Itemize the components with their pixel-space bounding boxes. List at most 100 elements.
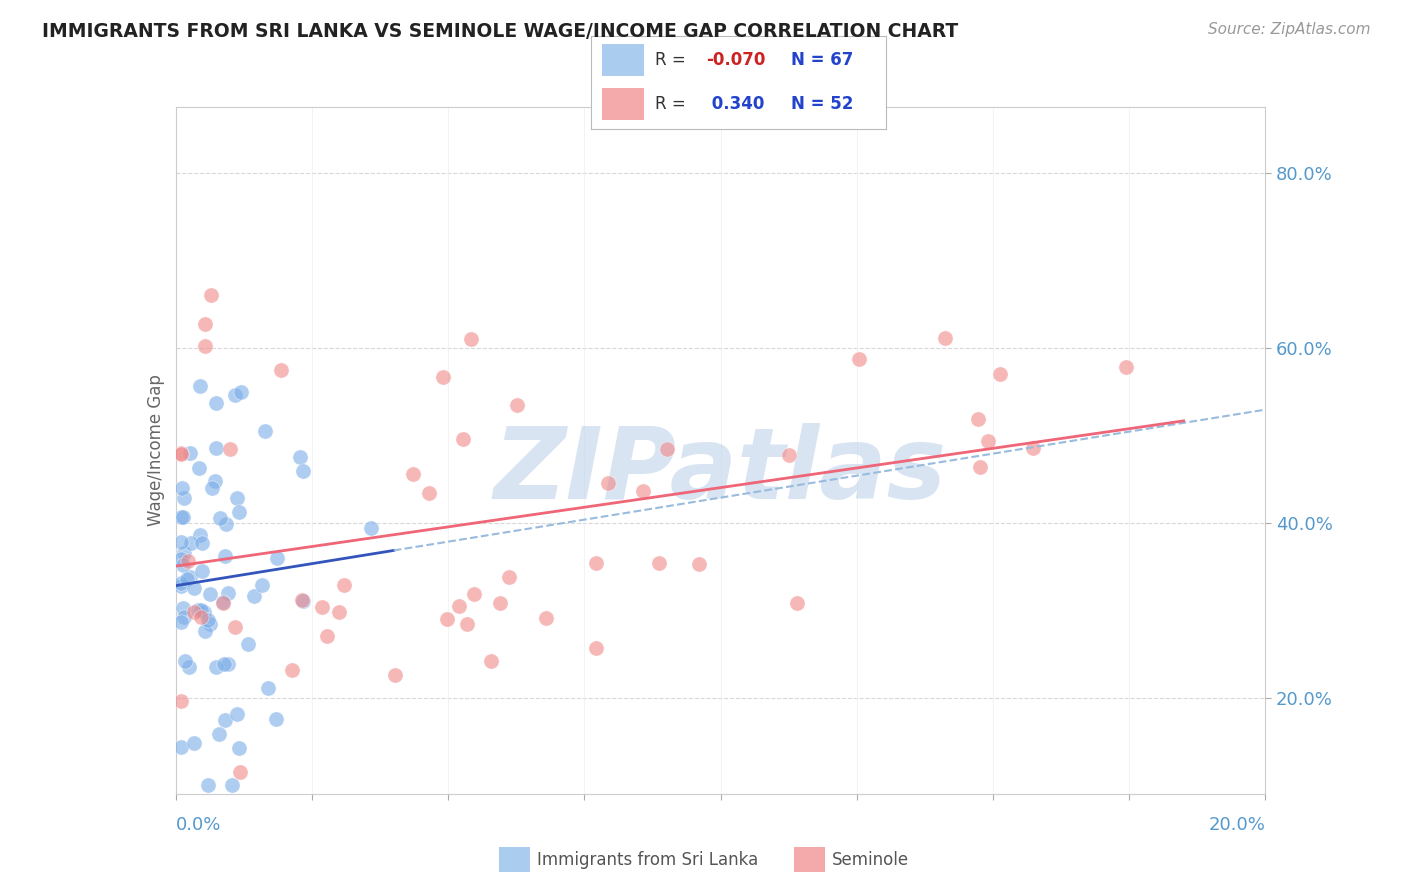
Point [208,727,231,741]
Point [447,599,470,614]
Point [648,556,671,570]
Point [250,578,273,592]
Point [188,378,211,392]
Point [333,578,356,592]
Text: 0.340: 0.340 [706,95,763,113]
Point [384,668,406,682]
Point [585,640,607,655]
Point [479,654,502,668]
Point [967,412,990,426]
Point [212,657,235,671]
Text: -0.070: -0.070 [706,51,765,69]
Point [451,432,474,446]
Point [778,449,800,463]
Point [176,573,198,587]
Point [292,464,315,478]
Point [212,594,235,608]
Point [177,554,200,568]
Point [432,370,454,384]
Point [1115,360,1137,375]
Point [228,741,250,756]
Point [224,619,246,633]
Text: N = 67: N = 67 [792,51,853,69]
Point [988,367,1011,381]
Point [172,601,194,615]
Point [291,593,314,607]
Text: N = 52: N = 52 [792,95,853,113]
Point [209,510,232,524]
Text: 20.0%: 20.0% [1209,816,1265,834]
FancyBboxPatch shape [602,44,644,76]
Text: R =: R = [655,95,686,113]
Point [596,475,619,490]
Point [328,606,350,620]
Point [170,576,193,591]
Point [934,331,956,345]
Point [190,536,212,550]
Point [170,579,193,593]
Point [179,569,201,583]
Point [270,363,292,377]
Point [288,450,311,464]
Point [193,605,215,619]
Point [456,617,478,632]
Point [183,736,205,750]
Point [200,587,222,601]
Point [217,585,239,599]
Point [266,551,288,566]
Point [534,611,557,625]
Point [173,546,195,560]
Point [214,517,236,532]
Point [174,654,197,668]
Point [179,660,201,674]
Point [190,602,212,616]
Text: Source: ZipAtlas.com: Source: ZipAtlas.com [1208,22,1371,37]
Point [311,600,333,615]
Point [436,612,458,626]
Point [253,424,276,438]
Point [228,505,250,519]
Point [848,351,870,366]
Point [170,535,193,549]
Point [655,442,678,457]
Point [183,605,205,619]
Point [200,287,222,301]
Text: ZIPatlas: ZIPatlas [494,423,948,519]
Point [170,481,193,495]
Point [194,317,217,331]
Point [243,589,266,603]
Point [281,663,304,677]
Point [217,657,239,671]
Point [183,581,205,595]
Point [506,398,529,412]
Point [172,558,194,573]
Point [173,491,195,505]
Point [188,461,211,475]
Point [1022,442,1045,456]
Point [219,442,242,456]
Point [201,481,224,495]
Point [170,447,193,461]
Point [205,660,228,674]
Point [205,441,228,455]
Point [316,629,339,643]
Point [221,778,243,792]
Point [236,637,259,651]
Point [360,520,382,534]
Point [460,332,482,346]
Point [173,610,195,624]
Text: 0.0%: 0.0% [176,816,221,834]
Point [197,778,219,792]
Point [585,556,607,570]
Point [187,603,209,617]
Point [205,396,228,410]
Point [170,509,193,524]
Point [226,491,249,505]
Point [170,552,193,566]
Point [170,446,193,460]
Point [191,564,214,578]
Point [977,434,1000,448]
Point [190,610,212,624]
Point [226,707,249,722]
Point [172,510,194,524]
